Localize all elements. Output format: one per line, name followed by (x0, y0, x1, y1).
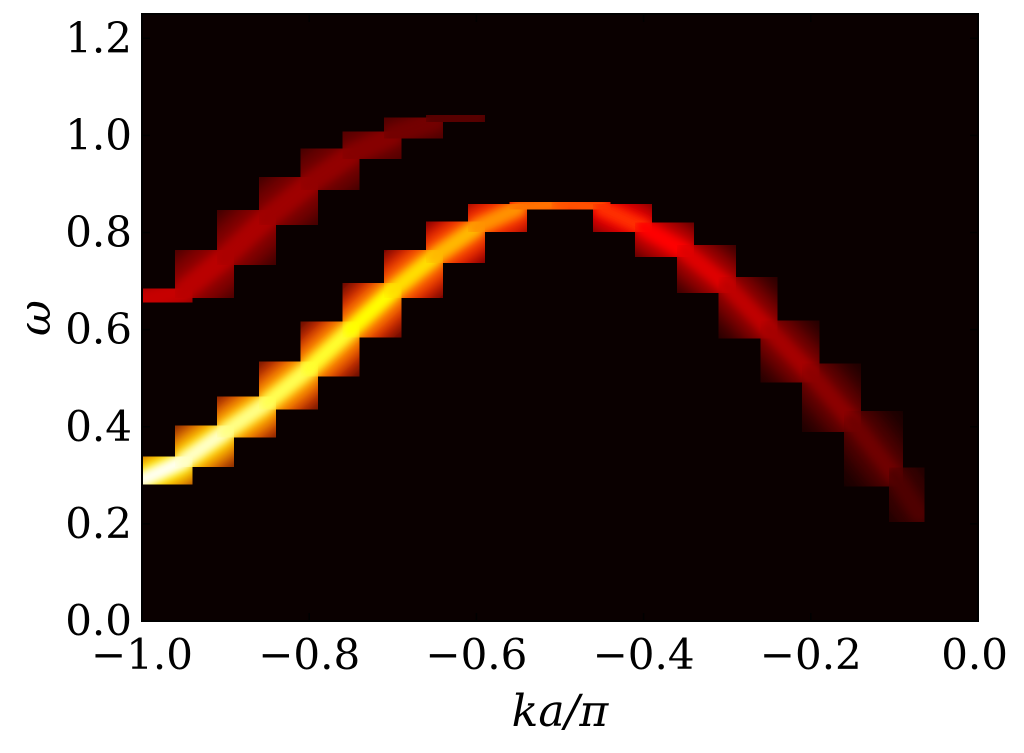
y-tick-label: 0.2 (65, 499, 132, 548)
x-tick-label: −0.4 (593, 630, 695, 679)
x-tick-label: −0.8 (258, 630, 360, 679)
y-tick-label: 0.8 (65, 208, 132, 257)
axis-ticks: −1.0 −0.8 −0.6 −0.4 −0.2 0.0 0.0 0.2 0.4 0.6 0.8 1.… (65, 13, 1008, 679)
y-tick-label: 0.0 (65, 596, 132, 645)
main-band-segment (844, 413, 903, 484)
main-band-segment (719, 277, 777, 338)
y-tick-label: 0.4 (65, 402, 132, 451)
main-band-segment (301, 321, 359, 377)
plot-frame (141, 13, 979, 622)
main-band-segment (761, 321, 819, 382)
y-tick-label: 1.2 (65, 13, 132, 62)
main-band-segment (259, 360, 318, 411)
main-band-segment (343, 282, 401, 338)
main-band-segment (802, 365, 861, 430)
x-tick-label: 0.0 (941, 630, 1008, 679)
x-tick-label: −1.0 (91, 630, 193, 679)
main-band-segment (384, 248, 443, 299)
main-band-segment (175, 423, 234, 469)
y-axis-label: ω (10, 300, 61, 336)
main-band-segment (635, 219, 694, 260)
main-band-segment (217, 394, 276, 440)
x-tick-label: −0.6 (425, 630, 527, 679)
main-band-segment (426, 219, 485, 265)
heatmap-marks (142, 70, 955, 550)
x-tick-label: −0.2 (760, 630, 862, 679)
y-tick-label: 0.6 (65, 305, 132, 354)
main-band-segment (886, 467, 928, 523)
main-band-segment (677, 243, 736, 294)
x-axis-label: ka/π (512, 686, 610, 737)
y-tick-label: 1.0 (65, 110, 132, 159)
